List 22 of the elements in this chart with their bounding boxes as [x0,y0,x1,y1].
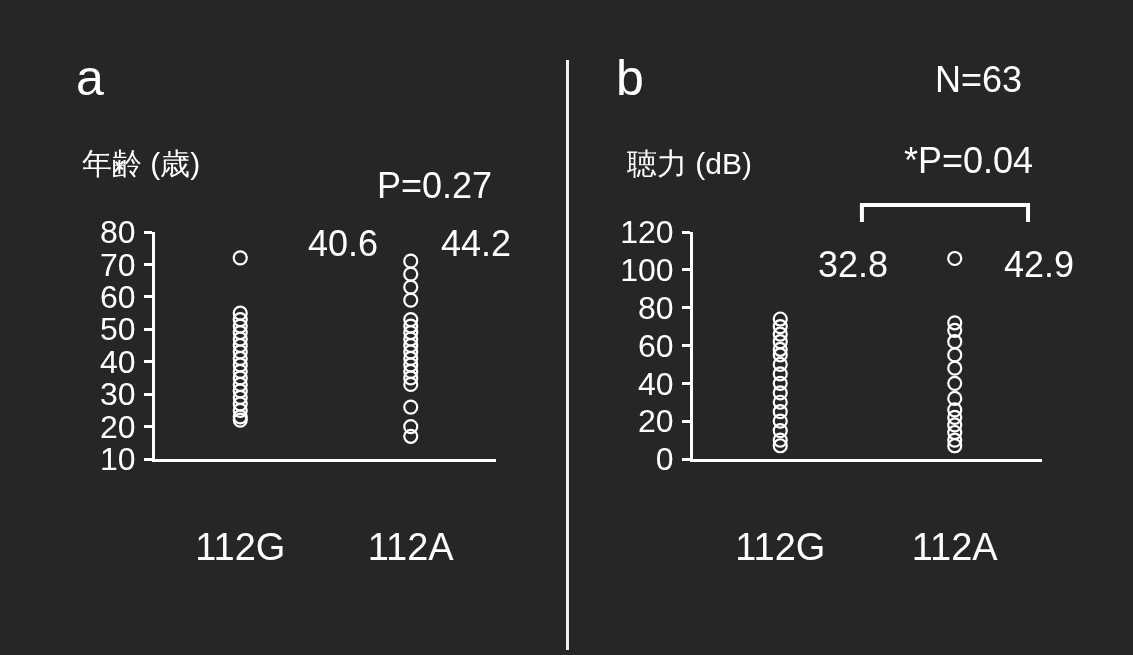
annotation: 44.2 [441,223,512,264]
y-tick-label: 80 [638,289,674,326]
y-tick-label: 120 [620,214,674,251]
y-axis-title: 聴力 (dB) [627,147,753,180]
y-tick-label: 0 [655,441,674,478]
annotation: 40.6 [308,223,379,264]
text: P=0.27 [377,165,493,206]
chart-title: a [76,50,104,106]
x-tick-label: 112G [735,525,826,568]
x-tick-label: 112A [911,525,999,568]
text: N=63 [935,59,1023,100]
x-tick-label: 112A [367,525,455,568]
y-tick-label: 100 [620,252,674,289]
text: *P=0.04 [904,140,1034,181]
y-tick-label: 40 [638,365,674,402]
y-axis-title: 年齢 (歳) [82,147,201,180]
y-tick-label: 20 [638,403,674,440]
chart-title: b [616,50,644,106]
annotation: 42.9 [1004,244,1075,285]
x-tick-label: 112G [195,525,286,568]
annotation: 32.8 [818,244,889,285]
y-tick-label: 60 [638,327,674,364]
